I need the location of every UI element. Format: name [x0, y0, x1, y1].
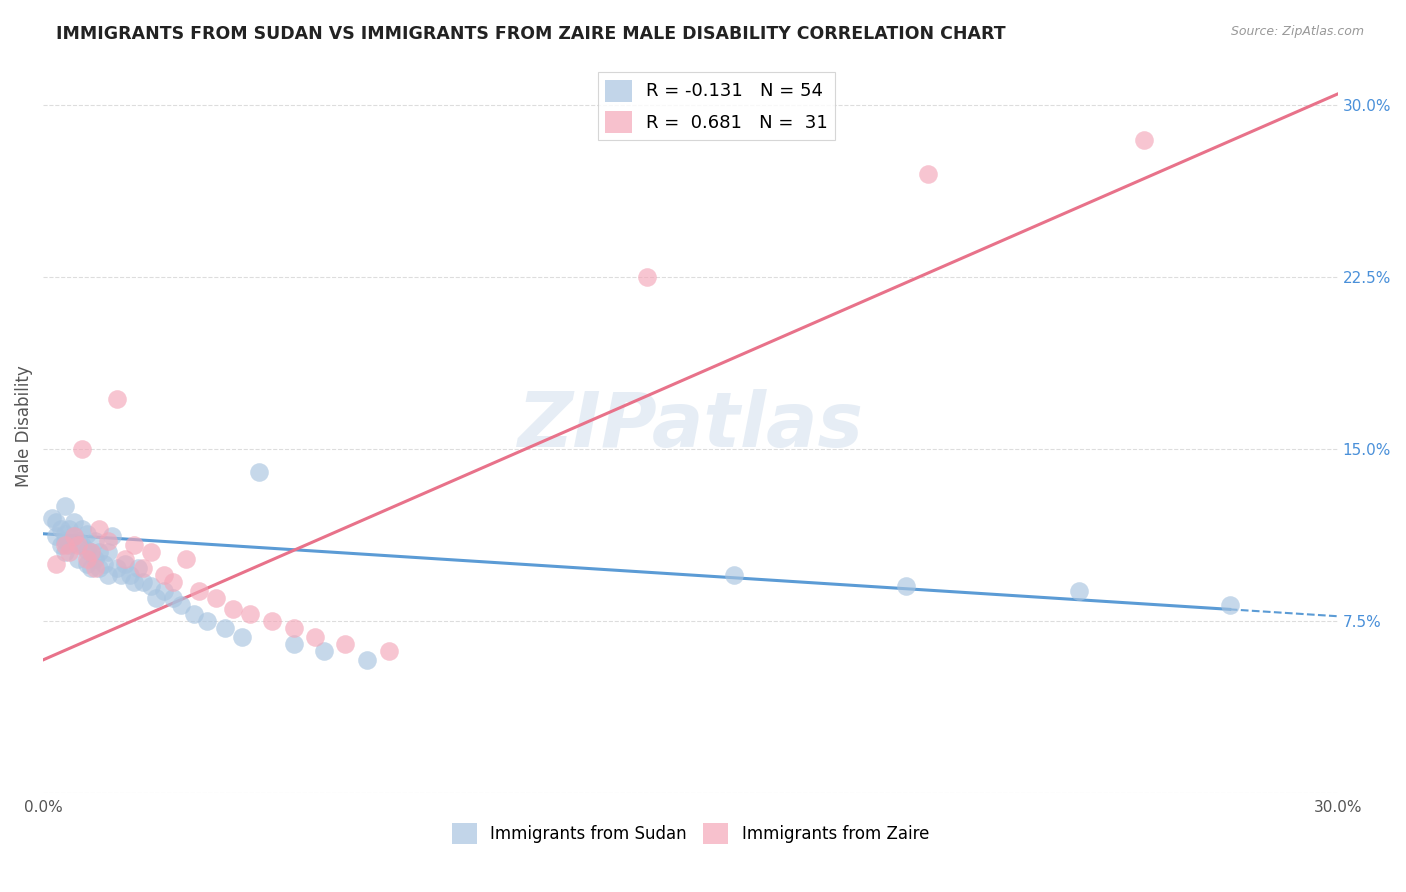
Point	[170, 598, 193, 612]
Point	[66, 552, 89, 566]
Point	[283, 637, 305, 651]
Point	[80, 545, 103, 559]
Point	[62, 516, 84, 530]
Point	[84, 552, 107, 566]
Point	[118, 568, 141, 582]
Point	[80, 545, 103, 559]
Text: ZIPatlas: ZIPatlas	[517, 389, 863, 463]
Point	[97, 568, 120, 582]
Point	[70, 538, 93, 552]
Point	[58, 538, 80, 552]
Point	[105, 561, 128, 575]
Point	[304, 630, 326, 644]
Point	[283, 621, 305, 635]
Point	[53, 533, 76, 548]
Point	[70, 522, 93, 536]
Point	[122, 538, 145, 552]
Point	[89, 561, 111, 575]
Point	[153, 568, 176, 582]
Point	[66, 533, 89, 548]
Point	[636, 270, 658, 285]
Point	[97, 545, 120, 559]
Point	[49, 522, 72, 536]
Point	[49, 538, 72, 552]
Point	[187, 584, 209, 599]
Point	[312, 643, 335, 657]
Point	[141, 545, 163, 559]
Point	[76, 526, 98, 541]
Point	[335, 637, 357, 651]
Point	[222, 602, 245, 616]
Point	[66, 538, 89, 552]
Point	[122, 574, 145, 589]
Point	[62, 529, 84, 543]
Point	[41, 510, 63, 524]
Point	[917, 167, 939, 181]
Point	[127, 561, 149, 575]
Point	[76, 542, 98, 557]
Point	[45, 516, 67, 530]
Point	[247, 465, 270, 479]
Y-axis label: Male Disability: Male Disability	[15, 365, 32, 487]
Point	[89, 522, 111, 536]
Point	[896, 579, 918, 593]
Point	[101, 529, 124, 543]
Point	[145, 591, 167, 605]
Text: Source: ZipAtlas.com: Source: ZipAtlas.com	[1230, 25, 1364, 38]
Point	[131, 574, 153, 589]
Point	[377, 643, 399, 657]
Point	[195, 614, 218, 628]
Point	[70, 442, 93, 456]
Point	[205, 591, 228, 605]
Point	[262, 614, 284, 628]
Point	[162, 574, 184, 589]
Point	[76, 557, 98, 571]
Point	[58, 522, 80, 536]
Point	[1067, 584, 1090, 599]
Point	[62, 529, 84, 543]
Point	[80, 561, 103, 575]
Point	[153, 584, 176, 599]
Point	[53, 538, 76, 552]
Point	[53, 526, 76, 541]
Point	[84, 561, 107, 575]
Point	[45, 529, 67, 543]
Point	[1219, 598, 1241, 612]
Point	[239, 607, 262, 621]
Point	[84, 533, 107, 548]
Text: IMMIGRANTS FROM SUDAN VS IMMIGRANTS FROM ZAIRE MALE DISABILITY CORRELATION CHART: IMMIGRANTS FROM SUDAN VS IMMIGRANTS FROM…	[56, 25, 1005, 43]
Point	[97, 533, 120, 548]
Point	[131, 561, 153, 575]
Point	[45, 557, 67, 571]
Point	[110, 568, 132, 582]
Point	[105, 392, 128, 406]
Point	[141, 579, 163, 593]
Legend: R = -0.131   N = 54, R =  0.681   N =  31: R = -0.131 N = 54, R = 0.681 N = 31	[598, 72, 835, 140]
Point	[93, 557, 115, 571]
Point	[162, 591, 184, 605]
Point	[58, 545, 80, 559]
Point	[183, 607, 205, 621]
Point	[1132, 133, 1154, 147]
Point	[114, 557, 136, 571]
Point	[89, 545, 111, 559]
Point	[53, 545, 76, 559]
Point	[723, 568, 745, 582]
Point	[356, 653, 378, 667]
Point	[214, 621, 236, 635]
Point	[114, 552, 136, 566]
Point	[76, 552, 98, 566]
Point	[231, 630, 253, 644]
Point	[53, 500, 76, 514]
Point	[174, 552, 197, 566]
